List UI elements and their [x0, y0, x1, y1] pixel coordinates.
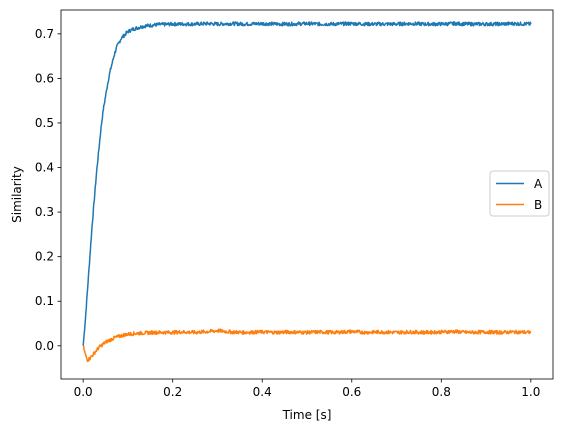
- x-tick-label: 0.2: [163, 385, 182, 399]
- y-tick-label: 0.7: [35, 27, 54, 41]
- y-tick-label: 0.5: [35, 116, 54, 130]
- x-tick-label: 0.6: [342, 385, 361, 399]
- series-line-a: [82, 21, 532, 346]
- y-tick-label: 0.0: [35, 339, 54, 353]
- y-tick-label: 0.1: [35, 294, 54, 308]
- y-tick-label: 0.2: [35, 250, 54, 264]
- x-tick-label: 1.0: [521, 385, 540, 399]
- y-tick-label: 0.6: [35, 71, 54, 85]
- series-layer: [82, 21, 532, 363]
- x-tick-label: 0.8: [432, 385, 451, 399]
- series-line-b: [82, 328, 532, 363]
- legend: AB: [489, 170, 550, 217]
- legend-label-a: A: [534, 177, 543, 191]
- y-axis-label: Similarity: [10, 166, 24, 223]
- y-tick-label: 0.3: [35, 205, 54, 219]
- x-axis: 0.0 0.2 0.4 0.6 0.8 1.0: [74, 379, 540, 399]
- x-tick-label: 0.0: [74, 385, 93, 399]
- legend-label-b: B: [534, 198, 542, 212]
- plot-frame: [60, 9, 554, 380]
- x-tick-label: 0.4: [253, 385, 272, 399]
- x-axis-label: Time [s]: [282, 408, 332, 422]
- y-axis: 0.0 0.1 0.2 0.3 0.4 0.5 0.6 0.7: [35, 27, 61, 353]
- y-tick-label: 0.4: [35, 161, 54, 175]
